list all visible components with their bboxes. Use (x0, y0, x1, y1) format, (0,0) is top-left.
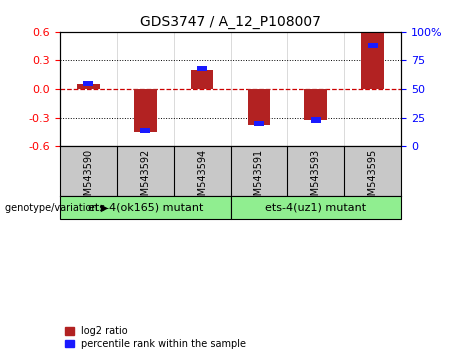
Bar (77, 84, 100, 89)
Bar (83, 81, 94, 86)
Text: ets-4(ok165) mutant: ets-4(ok165) mutant (88, 203, 203, 213)
Text: GSM543590: GSM543590 (83, 149, 94, 208)
Bar (60, 196, 230, 219)
Bar (191, 70, 213, 89)
Bar (311, 117, 321, 122)
Bar (248, 89, 270, 125)
Text: GSM543591: GSM543591 (254, 149, 264, 208)
Legend: log2 ratio, percentile rank within the sample: log2 ratio, percentile rank within the s… (65, 326, 246, 349)
Text: ets-4(uz1) mutant: ets-4(uz1) mutant (265, 203, 366, 213)
Bar (367, 43, 378, 48)
Text: GSM543595: GSM543595 (367, 149, 378, 208)
Text: GSM543592: GSM543592 (140, 149, 150, 208)
Bar (361, 33, 384, 89)
Bar (230, 196, 401, 219)
Title: GDS3747 / A_12_P108007: GDS3747 / A_12_P108007 (140, 16, 321, 29)
Bar (197, 66, 207, 71)
Text: genotype/variation ▶: genotype/variation ▶ (5, 203, 108, 213)
Text: GSM543594: GSM543594 (197, 149, 207, 208)
Text: GSM543593: GSM543593 (311, 149, 321, 208)
Bar (134, 89, 157, 132)
Bar (254, 121, 264, 126)
Bar (140, 127, 150, 133)
Bar (304, 89, 327, 120)
